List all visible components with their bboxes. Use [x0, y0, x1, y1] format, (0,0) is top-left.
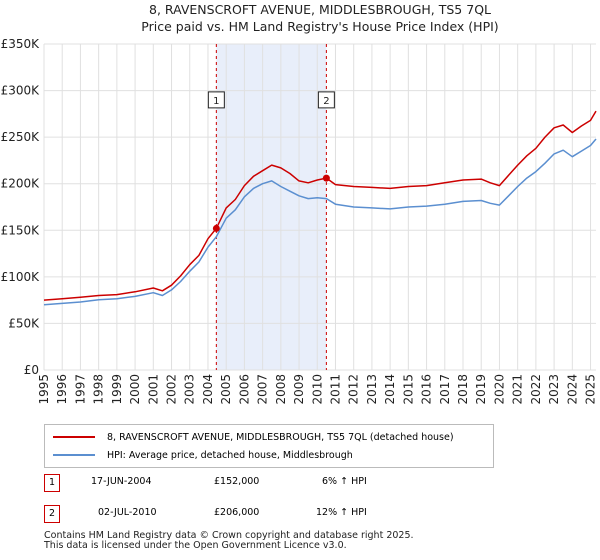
- x-tick-label: 2005: [219, 374, 233, 405]
- legend-label-hpi: HPI: Average price, detached house, Midd…: [107, 449, 353, 461]
- x-tick-label: 2013: [365, 374, 379, 405]
- x-tick-label: 2000: [128, 374, 142, 405]
- sale-point: [212, 224, 220, 232]
- x-tick-label: 2012: [347, 374, 361, 405]
- x-tick-label: 1998: [92, 374, 106, 405]
- x-tick-label: 1996: [55, 374, 69, 405]
- y-tick-label: £350K: [1, 37, 41, 51]
- transaction-hpi: 12% ↑ HPI: [316, 507, 367, 518]
- x-tick-label: 2004: [201, 374, 215, 405]
- legend-entry-property: 8, RAVENSCROFT AVENUE, MIDDLESBROUGH, TS…: [53, 429, 454, 445]
- y-tick-label: £300K: [1, 84, 41, 98]
- x-tick-label: 2011: [328, 374, 342, 405]
- y-tick-label: £0: [24, 363, 39, 377]
- price-chart: 8, RAVENSCROFT AVENUE, MIDDLESBROUGH, TS…: [1, 2, 598, 405]
- x-tick-label: 2023: [547, 374, 561, 405]
- x-tick-label: 1995: [37, 374, 51, 405]
- x-tick-label: 2022: [529, 374, 543, 405]
- x-tick-label: 2007: [256, 374, 270, 405]
- chart-legend: 8, RAVENSCROFT AVENUE, MIDDLESBROUGH, TS…: [44, 424, 494, 468]
- sale-point: [322, 174, 330, 182]
- sale-label-number: 1: [213, 96, 219, 107]
- x-tick-label: 2021: [511, 374, 525, 405]
- transaction-price: £206,000: [214, 507, 260, 518]
- transaction-badge: 1: [44, 474, 60, 492]
- footer-licence: This data is licensed under the Open Gov…: [44, 540, 347, 551]
- x-tick-label: 2018: [456, 374, 470, 405]
- x-tick-label: 2020: [492, 374, 506, 405]
- x-tick-label: 2009: [292, 374, 306, 405]
- sale-label-number: 2: [323, 96, 329, 107]
- sale-label-box: [317, 91, 335, 109]
- x-tick-label: 2019: [474, 374, 488, 405]
- y-tick-label: £200K: [1, 177, 41, 191]
- x-tick-label: 2010: [310, 374, 324, 405]
- legend-entry-hpi: HPI: Average price, detached house, Midd…: [53, 447, 353, 463]
- transaction-date: 17-JUN-2004: [91, 476, 152, 487]
- legend-swatch-property: [53, 436, 95, 438]
- x-tick-label: 1997: [73, 374, 87, 405]
- x-tick-label: 2016: [420, 374, 434, 405]
- footer-copyright: Contains HM Land Registry data © Crown c…: [44, 530, 414, 541]
- transaction-badge: 2: [44, 505, 60, 523]
- x-tick-label: 2024: [565, 374, 579, 405]
- transaction-date: 02-JUL-2010: [98, 507, 157, 518]
- hpi-line: [43, 138, 597, 306]
- x-tick-label: 2001: [146, 374, 160, 405]
- x-tick-label: 2003: [183, 374, 197, 405]
- transaction-hpi: 6% ↑ HPI: [322, 476, 367, 487]
- y-tick-label: £100K: [1, 270, 41, 284]
- legend-label-property: 8, RAVENSCROFT AVENUE, MIDDLESBROUGH, TS…: [107, 431, 454, 443]
- property-price-line: [43, 110, 597, 301]
- transaction-price: £152,000: [214, 476, 260, 487]
- x-tick-label: 2008: [274, 374, 288, 405]
- x-tick-label: 2015: [401, 374, 415, 405]
- x-tick-label: 2006: [237, 374, 251, 405]
- y-tick-label: £50K: [8, 316, 40, 330]
- legend-swatch-hpi: [53, 454, 95, 456]
- x-tick-label: 2025: [584, 374, 598, 405]
- x-tick-label: 2014: [383, 374, 397, 405]
- sale-label-box: [207, 91, 225, 109]
- x-tick-label: 1999: [110, 374, 124, 405]
- y-tick-label: £150K: [1, 223, 41, 237]
- y-tick-label: £250K: [1, 130, 41, 144]
- x-tick-label: 2017: [438, 374, 452, 405]
- ownership-period-shading: [216, 44, 327, 370]
- x-tick-label: 2002: [165, 374, 179, 405]
- chart-subtitle: Price paid vs. HM Land Registry's House …: [141, 19, 498, 34]
- chart-title: 8, RAVENSCROFT AVENUE, MIDDLESBROUGH, TS…: [149, 2, 491, 17]
- footer: Contains HM Land Registry data © Crown c…: [44, 531, 414, 551]
